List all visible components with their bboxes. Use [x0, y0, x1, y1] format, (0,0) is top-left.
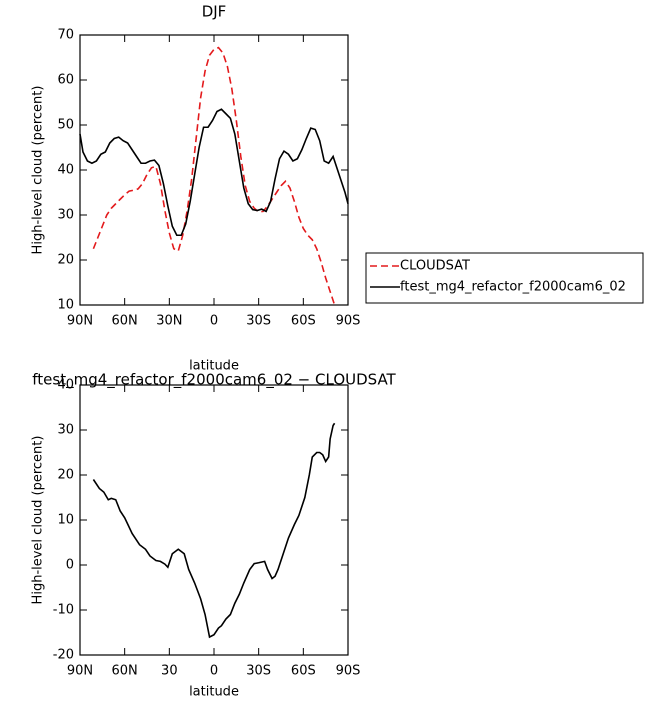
plot-frame [79, 34, 349, 306]
x-tick-label: 30N [156, 314, 182, 329]
legend-label: CLOUDSAT [400, 259, 470, 274]
y-tick-label: 40 [57, 163, 74, 178]
x-axis-label: latitude [189, 685, 239, 700]
y-tick-label: -10 [53, 603, 74, 618]
y-tick-label: 30 [57, 208, 74, 223]
x-axis-label: latitude [189, 359, 239, 374]
x-tick-label: 0 [210, 664, 218, 679]
y-tick-label: 20 [57, 468, 74, 483]
y-axis-label: High-level cloud (percent) [31, 436, 46, 605]
x-tick-label: 90N [67, 664, 93, 679]
plot-frame [79, 384, 349, 656]
chart-title: DJF [202, 3, 227, 21]
x-tick-label: 60S [291, 314, 316, 329]
data-line [92, 46, 336, 306]
y-axis-label: High-level cloud (percent) [31, 86, 46, 255]
x-tick-label: 90S [336, 664, 361, 679]
x-tick-label: 90S [336, 314, 361, 329]
y-tick-label: 40 [57, 378, 74, 393]
legend-box [365, 252, 644, 304]
x-tick-label: 30S [246, 664, 271, 679]
data-line [79, 108, 349, 237]
y-tick-label: -20 [53, 648, 74, 663]
x-tick-label: 60S [291, 664, 316, 679]
x-tick-label: 90N [67, 314, 93, 329]
y-tick-label: 70 [57, 28, 74, 43]
x-tick-label: 60N [112, 314, 138, 329]
legend-label: ftest_mg4_refactor_f2000cam6_02 [400, 280, 626, 295]
y-tick-label: 30 [57, 423, 74, 438]
x-tick-label: 60N [112, 664, 138, 679]
x-tick-label: 30 [161, 664, 178, 679]
y-tick-label: 50 [57, 118, 74, 133]
y-tick-label: 10 [57, 513, 74, 528]
x-tick-label: 0 [210, 314, 218, 329]
y-tick-label: 60 [57, 73, 74, 88]
x-tick-label: 30S [246, 314, 271, 329]
y-tick-label: 0 [66, 558, 74, 573]
data-line [92, 422, 336, 639]
y-tick-label: 10 [57, 298, 74, 313]
y-tick-label: 20 [57, 253, 74, 268]
